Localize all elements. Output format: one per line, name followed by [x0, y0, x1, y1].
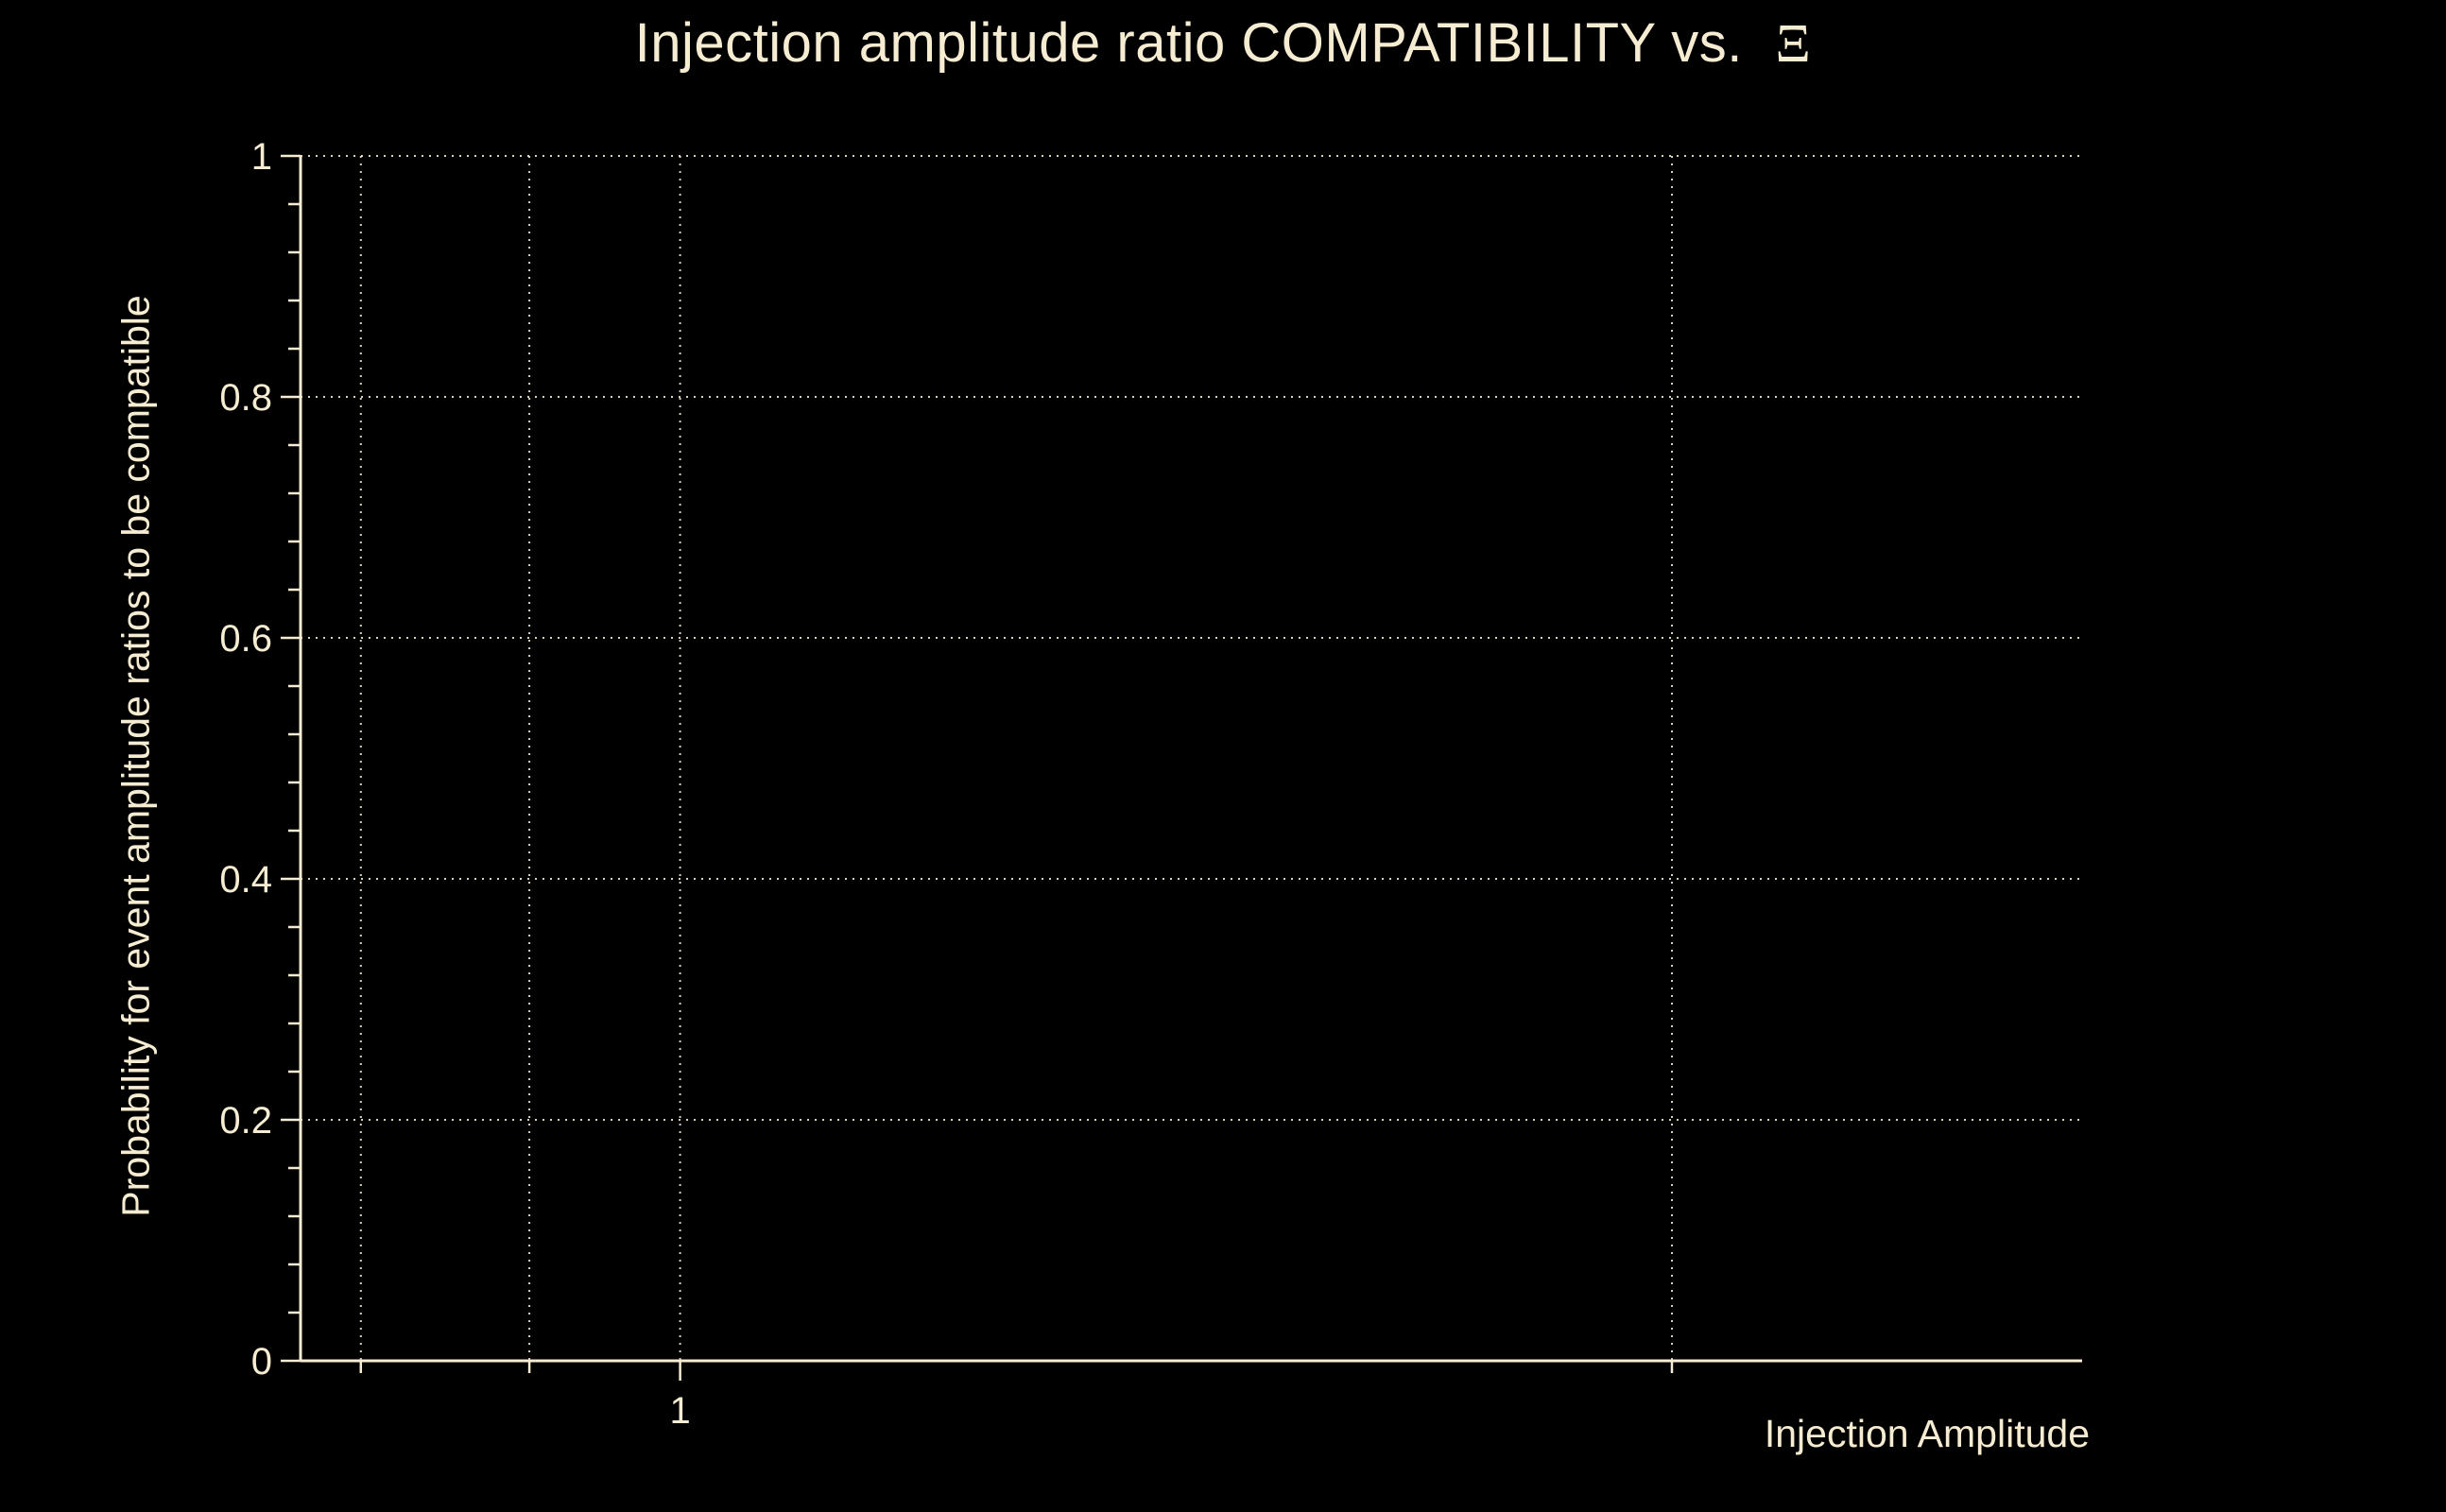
- y-tick-label: 1: [251, 136, 272, 178]
- y-tick-label: 0.8: [219, 377, 272, 419]
- y-tick-label: 0.2: [219, 1100, 272, 1142]
- y-tick-label: 0.4: [219, 859, 272, 901]
- chart-title-text: Injection amplitude ratio COMPATIBILITY …: [634, 12, 1759, 74]
- chart-title: Injection amplitude ratio COMPATIBILITY …: [0, 11, 2446, 75]
- y-tick-label: 0.6: [219, 618, 272, 660]
- x-tick-label: 1: [669, 1390, 690, 1432]
- y-axis-label: Probability for event amplitude ratios t…: [113, 295, 158, 1217]
- y-tick-label: 0: [251, 1341, 272, 1383]
- x-axis-label: Injection Amplitude: [1764, 1412, 2090, 1455]
- xi-symbol: Ξ: [1775, 12, 1812, 74]
